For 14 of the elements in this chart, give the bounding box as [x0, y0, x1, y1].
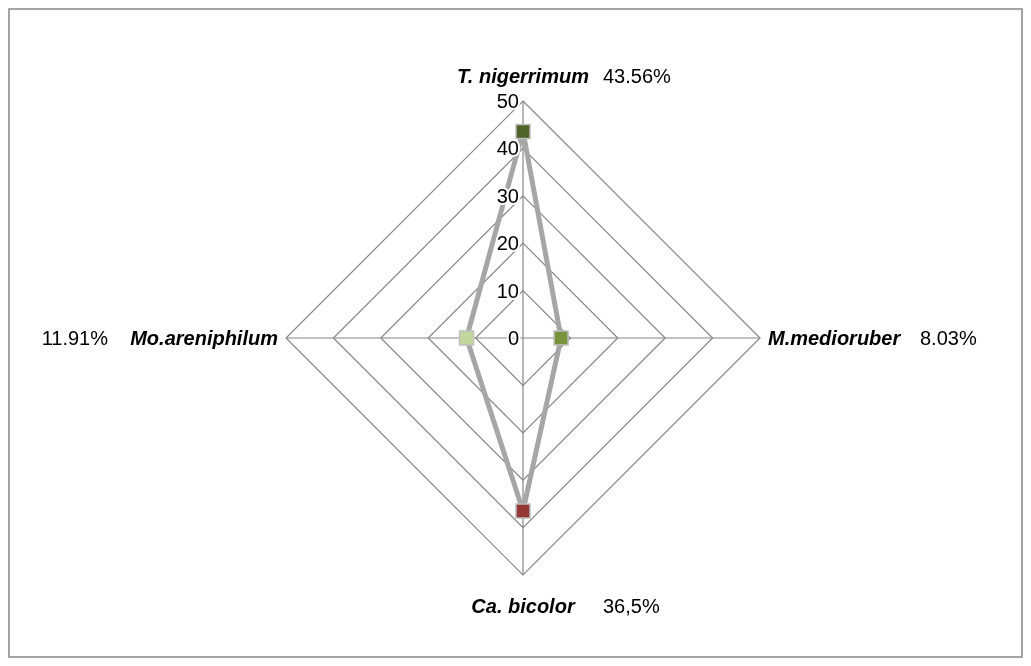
text: 43.56%	[603, 65, 671, 87]
spoke-label: T. nigerrimum	[457, 65, 589, 87]
y-tick-label: 50	[496, 90, 519, 112]
y-tick-label: 0	[507, 327, 519, 349]
spoke-label: Ca. bicolor	[471, 595, 576, 617]
y-tick-label: 20	[496, 232, 519, 255]
spoke-label: M.medioruber	[768, 327, 902, 349]
spoke-label: Mo.areniphilum	[130, 327, 278, 349]
y-tick-label: 10	[496, 279, 519, 302]
text: 11.91%	[41, 327, 108, 349]
y-tick-label: 30	[496, 184, 519, 207]
y-tick-label: 40	[496, 137, 519, 160]
text: 36,5%	[603, 595, 660, 617]
text: 8.03%	[920, 327, 977, 349]
